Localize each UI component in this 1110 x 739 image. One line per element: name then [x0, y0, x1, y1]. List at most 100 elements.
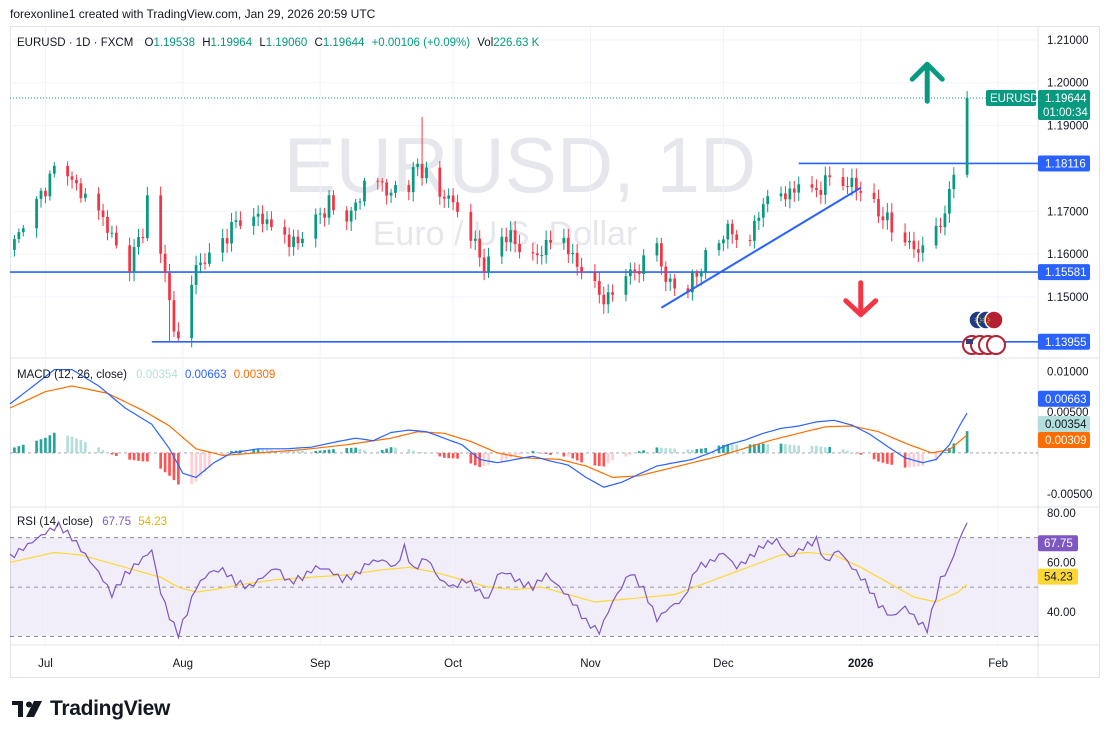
- candle-body[interactable]: [21, 228, 25, 233]
- candle-body[interactable]: [101, 210, 105, 217]
- candle-body[interactable]: [788, 188, 792, 200]
- candle-body[interactable]: [761, 204, 765, 218]
- candle-body[interactable]: [655, 243, 659, 256]
- candle-body[interactable]: [628, 269, 632, 277]
- candle-body[interactable]: [659, 243, 663, 267]
- candle-body[interactable]: [686, 288, 690, 293]
- candle-body[interactable]: [487, 256, 490, 272]
- candle-body[interactable]: [846, 185, 849, 187]
- drawings[interactable]: [660, 61, 945, 318]
- candle-body[interactable]: [566, 237, 570, 255]
- candle-body[interactable]: [482, 257, 486, 272]
- tradingview-brand[interactable]: TradingView: [12, 697, 170, 721]
- candle-body[interactable]: [70, 176, 74, 180]
- event-flags-eu[interactable]: [968, 310, 1004, 330]
- candle-body[interactable]: [230, 222, 233, 244]
- candle-body[interactable]: [575, 252, 579, 267]
- candle-body[interactable]: [35, 198, 38, 229]
- candle-body[interactable]: [633, 269, 637, 272]
- candle-body[interactable]: [168, 273, 171, 301]
- candle-body[interactable]: [296, 236, 300, 244]
- candle-body[interactable]: [208, 252, 211, 264]
- candle-body[interactable]: [48, 173, 52, 197]
- candle-body[interactable]: [97, 193, 100, 211]
- candle-body[interactable]: [190, 284, 194, 339]
- candle-body[interactable]: [810, 184, 814, 188]
- candle-body[interactable]: [473, 238, 477, 241]
- last-price-label[interactable]: EURUSD 1.19644 01:00:34: [986, 89, 1090, 120]
- candle-body[interactable]: [602, 294, 606, 305]
- candle-body[interactable]: [704, 250, 708, 272]
- candle-body[interactable]: [624, 276, 628, 295]
- candle-body[interactable]: [13, 239, 16, 250]
- candle-body[interactable]: [792, 188, 796, 193]
- candle-body[interactable]: [872, 192, 876, 199]
- candle-body[interactable]: [540, 255, 544, 257]
- candle-body[interactable]: [39, 190, 43, 199]
- candle-body[interactable]: [912, 240, 916, 250]
- arrow-down-icon[interactable]: [843, 280, 879, 318]
- candle-body[interactable]: [606, 292, 610, 305]
- candle-body[interactable]: [106, 216, 109, 233]
- rsi-pane[interactable]: 67.75 54.23: [9, 520, 1078, 640]
- candle-body[interactable]: [389, 192, 393, 196]
- candle-body[interactable]: [735, 234, 739, 241]
- candle-body[interactable]: [753, 220, 756, 241]
- candle-body[interactable]: [261, 213, 264, 224]
- candle-body[interactable]: [877, 198, 880, 217]
- candle-body[interactable]: [642, 255, 646, 274]
- candle-body[interactable]: [376, 180, 380, 182]
- candle-body[interactable]: [478, 238, 482, 258]
- candle-body[interactable]: [779, 193, 783, 197]
- candle-body[interactable]: [385, 182, 389, 196]
- candle-body[interactable]: [593, 272, 597, 281]
- candle-body[interactable]: [66, 165, 69, 177]
- candle-body[interactable]: [363, 180, 366, 202]
- candle-body[interactable]: [890, 212, 894, 233]
- macd-pane[interactable]: 0.00663 0.00354 0.00309: [9, 369, 1090, 488]
- candle-body[interactable]: [314, 214, 318, 239]
- candle-body[interactable]: [349, 210, 353, 222]
- candle-body[interactable]: [881, 216, 885, 221]
- candle-body[interactable]: [137, 237, 140, 248]
- candle-body[interactable]: [292, 236, 295, 248]
- candle-body[interactable]: [451, 195, 455, 203]
- candle-body[interactable]: [504, 236, 508, 243]
- candle-body[interactable]: [17, 232, 21, 240]
- candle-body[interactable]: [668, 278, 672, 282]
- candles[interactable]: [10, 91, 1038, 348]
- candle-body[interactable]: [939, 225, 942, 228]
- candle-body[interactable]: [132, 247, 136, 272]
- candle-body[interactable]: [726, 223, 730, 240]
- candle-body[interactable]: [194, 265, 198, 285]
- candle-body[interactable]: [159, 195, 163, 254]
- candle-body[interactable]: [854, 177, 858, 192]
- candle-body[interactable]: [535, 253, 539, 256]
- candle-body[interactable]: [128, 245, 132, 272]
- candle-body[interactable]: [908, 240, 911, 243]
- candle-body[interactable]: [597, 280, 601, 295]
- candle-body[interactable]: [75, 179, 78, 184]
- candle-body[interactable]: [44, 190, 47, 197]
- us-flag-icon[interactable]: [984, 310, 1004, 330]
- candle-body[interactable]: [637, 271, 641, 274]
- candle-body[interactable]: [177, 331, 180, 339]
- candle-body[interactable]: [141, 237, 145, 239]
- candle-body[interactable]: [885, 212, 889, 221]
- candle-body[interactable]: [513, 230, 517, 245]
- candle-body[interactable]: [766, 196, 770, 205]
- candle-body[interactable]: [425, 167, 428, 179]
- candle-body[interactable]: [664, 266, 668, 282]
- candle-body[interactable]: [717, 243, 721, 251]
- candle-body[interactable]: [456, 202, 459, 212]
- candle-body[interactable]: [420, 163, 424, 179]
- candle-body[interactable]: [416, 163, 420, 168]
- candle-body[interactable]: [841, 177, 845, 186]
- candle-body[interactable]: [225, 238, 229, 244]
- candle-body[interactable]: [952, 174, 956, 190]
- candle-body[interactable]: [79, 183, 83, 199]
- candle-body[interactable]: [903, 232, 907, 243]
- candle-body[interactable]: [438, 167, 442, 197]
- candle-body[interactable]: [203, 262, 207, 264]
- candle-body[interactable]: [571, 252, 575, 255]
